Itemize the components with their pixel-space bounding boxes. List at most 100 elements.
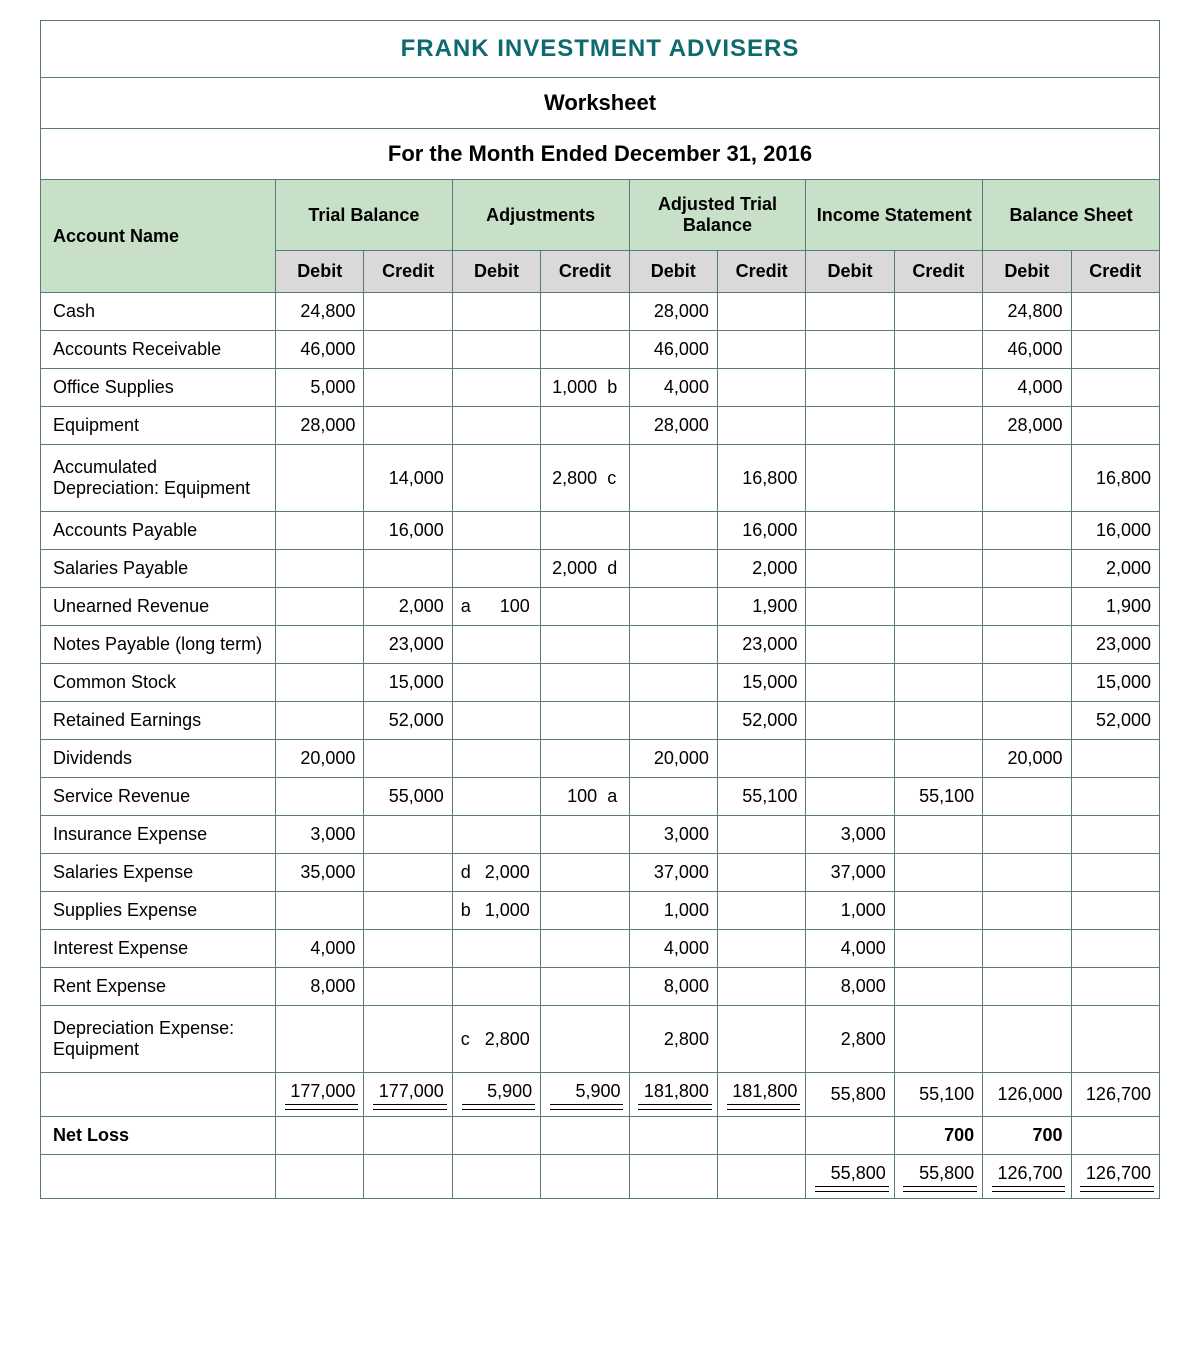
- table-row: Supplies Expenseb 1,0001,0001,000: [41, 892, 1160, 930]
- totals2-label: [41, 1155, 276, 1199]
- atb-debit-cell: 8,000: [629, 968, 717, 1006]
- bs-credit-cell: [1071, 407, 1159, 445]
- account-name-cell: Dividends: [41, 740, 276, 778]
- adj-credit-cell: [541, 854, 629, 892]
- table-row: Notes Payable (long term)23,00023,00023,…: [41, 626, 1160, 664]
- totals2-is-c: 55,800: [894, 1155, 982, 1199]
- atb-credit-cell: [717, 892, 805, 930]
- tb-credit-cell: [364, 369, 452, 407]
- net-loss-tb-d: [276, 1117, 364, 1155]
- account-name-cell: Accumulated Depreciation: Equipment: [41, 445, 276, 512]
- net-loss-atb-c: [717, 1117, 805, 1155]
- atb-debit-cell: [629, 626, 717, 664]
- net-loss-is-c: 700: [894, 1117, 982, 1155]
- atb-credit-cell: [717, 407, 805, 445]
- adj-debit-cell: [452, 816, 540, 854]
- is-debit-cell: 4,000: [806, 930, 894, 968]
- atb-debit-cell: 3,000: [629, 816, 717, 854]
- net-loss-is-d: [806, 1117, 894, 1155]
- table-row: Depreciation Expense: Equipment c 2,800 2,…: [41, 1006, 1160, 1073]
- atb-credit-cell: 15,000: [717, 664, 805, 702]
- bs-debit-cell: 46,000: [983, 331, 1071, 369]
- is-credit-cell: [894, 293, 982, 331]
- is-debit-cell: 37,000: [806, 854, 894, 892]
- totals2-is-d: 55,800: [806, 1155, 894, 1199]
- adj-debit-cell: [452, 702, 540, 740]
- account-name-cell: Accounts Payable: [41, 512, 276, 550]
- bs-debit-cell: [983, 588, 1071, 626]
- account-name-cell: Rent Expense: [41, 968, 276, 1006]
- bs-credit-cell: [1071, 331, 1159, 369]
- net-loss-bs-d: 700: [983, 1117, 1071, 1155]
- bs-debit-cell: [983, 550, 1071, 588]
- sub-tb-credit: Credit: [364, 251, 452, 293]
- bs-debit-cell: [983, 445, 1071, 512]
- totals1-is-d: 55,800: [806, 1073, 894, 1117]
- atb-debit-cell: [629, 445, 717, 512]
- is-debit-cell: [806, 331, 894, 369]
- bs-credit-cell: [1071, 778, 1159, 816]
- atb-credit-cell: [717, 1006, 805, 1073]
- bs-credit-cell: 15,000: [1071, 664, 1159, 702]
- adj-debit-cell: [452, 407, 540, 445]
- tb-debit-cell: [276, 626, 364, 664]
- net-loss-atb-d: [629, 1117, 717, 1155]
- tb-credit-cell: 55,000: [364, 778, 452, 816]
- net-loss-tb-c: [364, 1117, 452, 1155]
- adj-credit-cell: [541, 892, 629, 930]
- is-credit-cell: [894, 512, 982, 550]
- atb-credit-cell: [717, 369, 805, 407]
- bs-debit-cell: 28,000: [983, 407, 1071, 445]
- is-debit-cell: [806, 369, 894, 407]
- is-debit-cell: 2,800: [806, 1006, 894, 1073]
- tb-debit-cell: [276, 445, 364, 512]
- bs-credit-cell: [1071, 293, 1159, 331]
- bs-debit-cell: [983, 626, 1071, 664]
- worksheet-page: FRANK INVESTMENT ADVISERS Worksheet For …: [0, 0, 1200, 1219]
- is-debit-cell: [806, 702, 894, 740]
- sub-bs-credit: Credit: [1071, 251, 1159, 293]
- account-name-cell: Retained Earnings: [41, 702, 276, 740]
- atb-credit-cell: [717, 331, 805, 369]
- account-name-cell: Salaries Expense: [41, 854, 276, 892]
- tb-debit-cell: 28,000: [276, 407, 364, 445]
- table-row: Equipment28,00028,00028,000: [41, 407, 1160, 445]
- is-debit-cell: [806, 512, 894, 550]
- atb-credit-cell: 16,000: [717, 512, 805, 550]
- atb-debit-cell: 2,800: [629, 1006, 717, 1073]
- sub-bs-debit: Debit: [983, 251, 1071, 293]
- tb-debit-cell: 35,000: [276, 854, 364, 892]
- sub-atb-credit: Credit: [717, 251, 805, 293]
- totals-row-1: 177,000 177,000 5,900 5,900 181,800 181,…: [41, 1073, 1160, 1117]
- atb-credit-cell: [717, 816, 805, 854]
- bs-credit-cell: 16,000: [1071, 512, 1159, 550]
- tb-credit-cell: [364, 930, 452, 968]
- is-debit-cell: [806, 407, 894, 445]
- adj-debit-cell: [452, 740, 540, 778]
- bs-credit-cell: 1,900: [1071, 588, 1159, 626]
- atb-debit-cell: 20,000: [629, 740, 717, 778]
- adj-debit-cell: d 2,000: [452, 854, 540, 892]
- adj-credit-cell: [541, 664, 629, 702]
- atb-debit-cell: [629, 664, 717, 702]
- is-credit-cell: [894, 892, 982, 930]
- atb-debit-cell: [629, 550, 717, 588]
- adj-credit-cell: [541, 702, 629, 740]
- data-rows: Cash24,80028,00024,800Accounts Receivabl…: [41, 293, 1160, 1073]
- adj-credit-cell: [541, 512, 629, 550]
- table-row: Accumulated Depreciation: Equipment14,00…: [41, 445, 1160, 512]
- totals2-bs-d: 126,700: [983, 1155, 1071, 1199]
- adj-credit-cell: [541, 740, 629, 778]
- account-name-cell: Depreciation Expense: Equipment: [41, 1006, 276, 1073]
- adj-debit-cell: c 2,800: [452, 1006, 540, 1073]
- tb-credit-cell: 15,000: [364, 664, 452, 702]
- bs-debit-cell: [983, 854, 1071, 892]
- table-row: Rent Expense8,0008,0008,000: [41, 968, 1160, 1006]
- account-name-cell: Cash: [41, 293, 276, 331]
- tb-debit-cell: [276, 892, 364, 930]
- is-debit-cell: [806, 550, 894, 588]
- atb-debit-cell: [629, 588, 717, 626]
- atb-credit-cell: 52,000: [717, 702, 805, 740]
- tb-debit-cell: [276, 702, 364, 740]
- table-row: Common Stock15,00015,00015,000: [41, 664, 1160, 702]
